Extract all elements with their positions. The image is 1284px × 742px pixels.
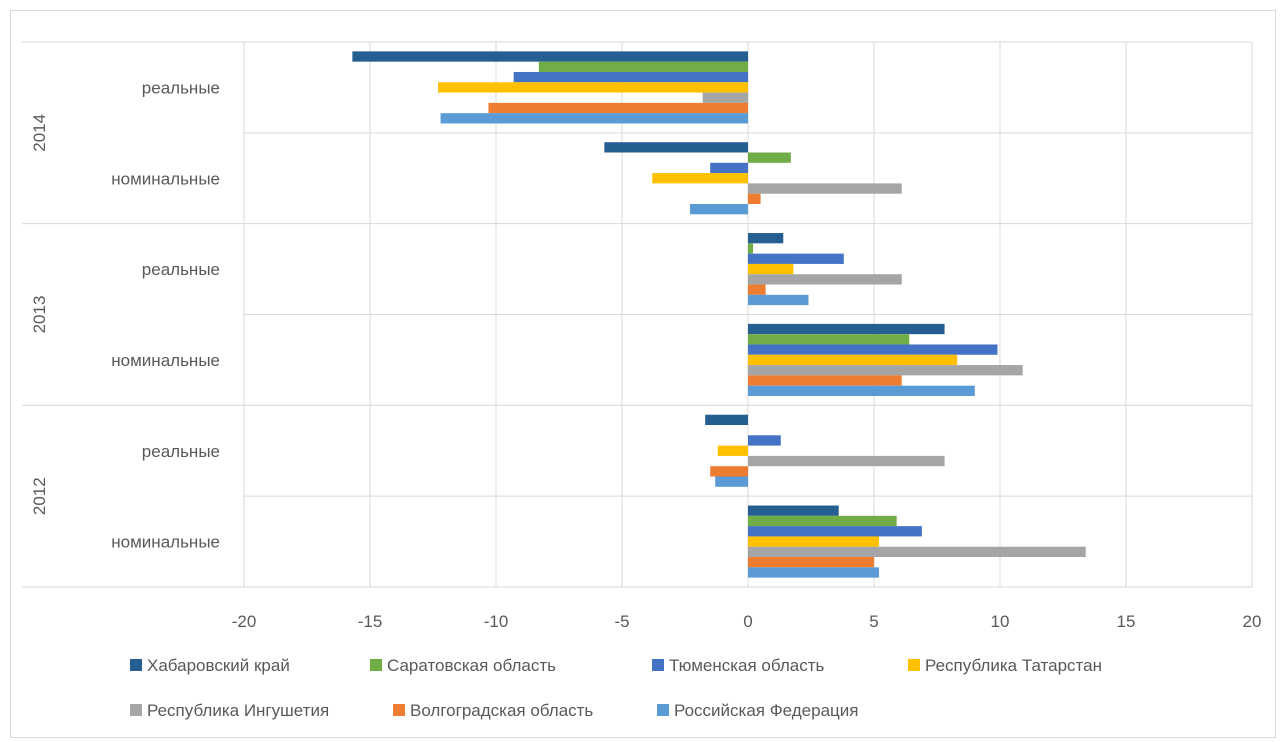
bar [748, 505, 839, 516]
bar [748, 152, 791, 163]
bars [352, 51, 1086, 578]
x-tick-label: 0 [743, 612, 752, 631]
gridlines [22, 41, 1253, 588]
x-tick-label: -10 [484, 612, 509, 631]
bar [748, 455, 945, 467]
bar [705, 414, 748, 425]
category-label: реальные [142, 442, 220, 461]
category-label: реальные [142, 78, 220, 97]
bar [488, 102, 748, 114]
category-label: реальные [142, 260, 220, 279]
bar [748, 323, 945, 335]
x-tick-label: 15 [1117, 612, 1136, 631]
bar [748, 243, 754, 254]
legend: Хабаровский край Саратовская область Тюмен… [130, 656, 1102, 720]
legend-entry: Хабаровский край [147, 656, 290, 675]
bar [748, 274, 902, 285]
legend-entry: Российская Федерация [674, 701, 858, 720]
legend-entry: Саратовская область [387, 656, 556, 675]
bar [748, 515, 897, 527]
legend-swatch [908, 659, 920, 671]
bar [748, 233, 784, 244]
category-label: номинальные [111, 533, 220, 552]
legend-swatch [652, 659, 664, 671]
bar [710, 466, 748, 477]
bar [513, 71, 748, 83]
x-tick-label: -15 [358, 612, 383, 631]
bar [710, 162, 748, 174]
legend-swatch [370, 659, 382, 671]
bar [748, 334, 910, 345]
legend-entry: Республика Татарстан [925, 656, 1102, 675]
bar [438, 82, 748, 93]
group-label: 2012 [30, 477, 49, 515]
legend-swatch [657, 704, 669, 716]
category-label: номинальные [111, 351, 220, 370]
bar [748, 263, 794, 275]
x-tick-label: 20 [1243, 612, 1262, 631]
bar [748, 365, 1023, 376]
legend-entry: Волгоградская область [410, 701, 593, 720]
bar [702, 92, 748, 103]
legend-entry: Тюменская область [669, 656, 825, 675]
legend-swatch [130, 659, 142, 671]
bar [748, 435, 781, 446]
bar [604, 142, 748, 153]
bar [715, 476, 748, 487]
bar [690, 204, 748, 215]
bar [748, 567, 880, 578]
axes: -20 -15 -10 -5 0 5 10 15 20 реальные номинальные 20… [30, 78, 1261, 631]
bar [748, 284, 766, 295]
bar [748, 557, 874, 568]
bar [748, 344, 998, 355]
bar [440, 113, 748, 124]
x-tick-label: -5 [614, 612, 629, 631]
bar [748, 354, 958, 366]
bar [748, 253, 844, 264]
x-tick-label: 5 [869, 612, 878, 631]
bar [748, 183, 902, 194]
bar [748, 546, 1086, 558]
bar [538, 61, 748, 72]
bar [717, 445, 748, 456]
bar [748, 536, 880, 547]
bar [652, 173, 748, 184]
group-label: 2013 [30, 296, 49, 334]
legend-entry: Республика Ингушетия [147, 701, 329, 720]
bar [352, 51, 748, 62]
bar [748, 193, 761, 204]
legend-swatch [130, 704, 142, 716]
category-label: номинальные [111, 169, 220, 188]
x-tick-label: 10 [991, 612, 1010, 631]
legend-swatch [393, 704, 405, 716]
bar [748, 385, 975, 396]
bar [748, 526, 922, 537]
bar [748, 375, 902, 386]
group-label: 2014 [30, 114, 49, 152]
x-tick-label: -20 [232, 612, 257, 631]
bar [748, 294, 809, 306]
chart-area [10, 10, 1276, 738]
